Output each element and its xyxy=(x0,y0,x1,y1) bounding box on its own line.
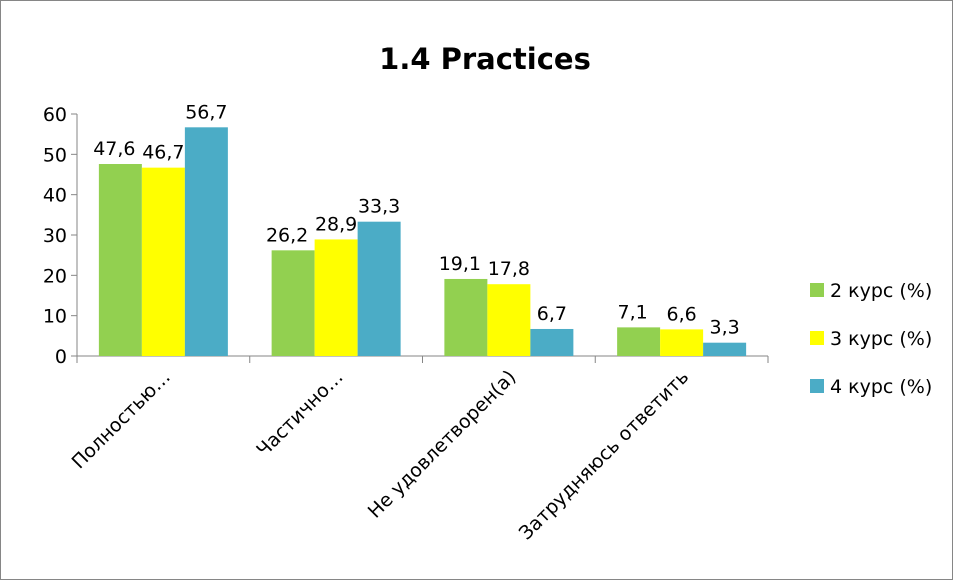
legend-swatch xyxy=(810,379,824,393)
y-tick-label: 10 xyxy=(43,306,67,328)
data-label: 28,9 xyxy=(315,213,357,235)
legend-label: 2 курс (%) xyxy=(830,280,932,302)
data-label: 46,7 xyxy=(142,142,184,164)
data-label: 17,8 xyxy=(488,258,530,280)
bars xyxy=(98,127,747,356)
data-label: 33,3 xyxy=(358,196,400,218)
legend-label: 3 курс (%) xyxy=(830,328,932,350)
category-label: Затрудняюсь ответить xyxy=(515,366,693,544)
y-tick-label: 40 xyxy=(43,185,67,207)
data-label: 19,1 xyxy=(439,253,481,275)
y-tick-label: 20 xyxy=(43,265,67,287)
category-label: Полностью… xyxy=(68,366,175,473)
legend-label: 4 курс (%) xyxy=(830,376,932,398)
legend: 2 курс (%) 3 курс (%) 4 курс (%) xyxy=(810,280,932,398)
bar xyxy=(703,342,747,356)
y-tick-label: 50 xyxy=(43,144,67,166)
data-label: 6,6 xyxy=(667,303,697,325)
category-labels: Полностью… Частично… Не удовлетворен(а)Зат… xyxy=(68,366,694,544)
bar xyxy=(487,284,531,356)
data-labels: 47,6 46,756,7 26,2 28,933,3 19,1 17,8 6,7 7,1 6,… xyxy=(93,101,740,338)
chart-title: 1.4 Practices xyxy=(379,42,591,76)
y-tick-label: 60 xyxy=(43,104,67,126)
data-label: 56,7 xyxy=(185,101,227,123)
data-label: 7,1 xyxy=(618,301,648,323)
bar xyxy=(184,127,228,356)
bar xyxy=(314,239,358,356)
y-tick-label: 30 xyxy=(43,225,67,247)
y-tick-label: 0 xyxy=(55,346,67,368)
data-label: 6,7 xyxy=(537,303,567,325)
category-label: Не удовлетворен(а) xyxy=(364,366,521,523)
bar xyxy=(98,164,142,356)
data-label: 26,2 xyxy=(266,224,308,246)
data-label: 3,3 xyxy=(710,317,740,339)
bar xyxy=(357,221,401,356)
bar xyxy=(141,167,185,356)
bar xyxy=(617,327,661,356)
bar xyxy=(271,250,315,356)
legend-swatch xyxy=(810,331,824,345)
data-label: 47,6 xyxy=(93,138,135,160)
legend-swatch xyxy=(810,283,824,297)
category-label: Частично… xyxy=(252,366,347,461)
bar xyxy=(444,278,488,356)
bar xyxy=(660,329,704,356)
bar xyxy=(530,328,574,356)
